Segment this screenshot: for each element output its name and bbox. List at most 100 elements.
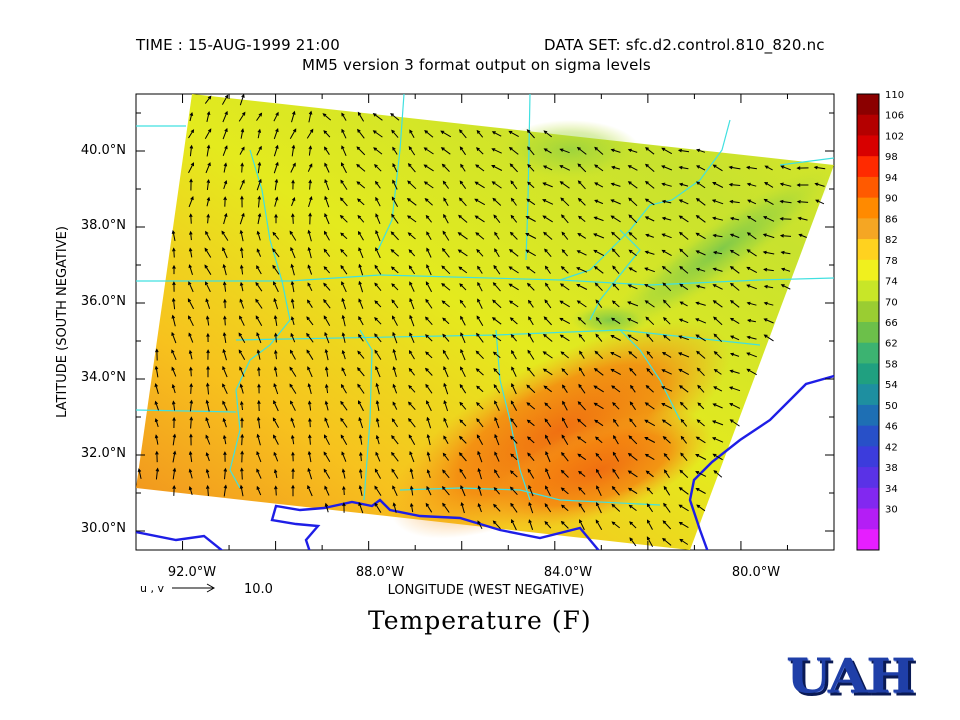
wind-vector xyxy=(696,165,706,171)
wind-vector xyxy=(376,435,380,445)
wind-vector xyxy=(206,180,210,190)
wind-vector-head xyxy=(493,214,498,219)
wind-vector xyxy=(478,468,482,480)
wind-vector xyxy=(408,232,416,240)
wind-vector xyxy=(611,183,621,187)
wind-vector-head xyxy=(457,232,462,236)
wind-vector xyxy=(662,183,672,187)
wind-vector-head xyxy=(477,485,482,490)
wind-vector-head xyxy=(695,284,700,289)
wind-vector xyxy=(645,267,655,273)
wind-vector-head xyxy=(341,332,346,337)
wind-vector-head xyxy=(223,484,228,489)
wind-vector-head xyxy=(273,468,278,474)
wind-vector-head xyxy=(256,332,260,337)
wind-vector-head xyxy=(562,384,566,389)
wind-vector xyxy=(459,181,467,189)
colorbar-level-label: 106 xyxy=(885,111,904,122)
wind-vector-head xyxy=(206,349,210,354)
wind-vector-head xyxy=(409,314,413,319)
wind-vector-head xyxy=(257,383,261,388)
wind-vector-head xyxy=(561,368,566,372)
wind-vector-head xyxy=(712,267,717,272)
wind-vector xyxy=(459,384,467,394)
wind-vector xyxy=(390,113,400,121)
wind-vector-head xyxy=(222,365,226,370)
wind-vector-head xyxy=(728,182,733,187)
wind-vector xyxy=(205,281,211,293)
wind-vector-head xyxy=(391,129,395,134)
wind-vector-head xyxy=(275,161,279,166)
wind-vector-head xyxy=(544,265,549,270)
wind-vector xyxy=(510,400,518,412)
wind-vector xyxy=(189,265,193,275)
wind-vector xyxy=(747,215,757,223)
wind-vector-head xyxy=(256,416,261,421)
wind-vector xyxy=(340,401,348,411)
wind-vector-head xyxy=(307,467,311,472)
wind-vector-head xyxy=(762,216,768,220)
wind-vector-head xyxy=(374,300,379,305)
y-tick-label-36: 36.0°N xyxy=(81,294,126,309)
wind-vector-head xyxy=(678,368,683,373)
wind-vector xyxy=(511,367,517,377)
wind-vector xyxy=(325,349,329,361)
wind-vector xyxy=(714,369,722,375)
wind-vector xyxy=(273,298,279,310)
wind-vector-head xyxy=(662,436,667,440)
wind-vector-head xyxy=(391,283,395,287)
wind-vector xyxy=(527,419,535,427)
wind-vector-head xyxy=(644,198,649,203)
wind-vector xyxy=(646,503,654,513)
wind-vector-head xyxy=(239,264,244,269)
wind-vector-head xyxy=(695,215,700,219)
colorbar-swatch xyxy=(857,259,879,282)
wind-vector-head xyxy=(441,247,446,252)
wind-vector xyxy=(526,384,536,394)
wind-vector xyxy=(781,284,791,290)
wind-vector-head xyxy=(593,216,598,220)
wind-vector-head xyxy=(424,198,429,202)
wind-vector-head xyxy=(391,435,395,439)
wind-vector xyxy=(223,418,227,428)
wind-vector xyxy=(391,299,399,309)
wind-vector-head xyxy=(780,284,785,288)
wind-vector-head xyxy=(256,468,260,473)
wind-vector xyxy=(443,214,449,224)
wind-vector xyxy=(695,471,707,477)
wind-vector-head xyxy=(559,165,564,169)
wind-vector-head xyxy=(373,147,378,151)
wind-vector-head xyxy=(407,232,412,236)
wind-vector xyxy=(645,216,655,222)
wind-vector-head xyxy=(510,333,515,338)
wind-vector xyxy=(561,452,569,462)
wind-vector-head xyxy=(189,178,193,183)
wind-vector-head xyxy=(494,433,498,438)
wind-vector-head xyxy=(341,349,346,354)
wind-vector xyxy=(628,334,638,342)
wind-vector-head xyxy=(460,163,464,168)
wind-vector xyxy=(376,383,380,395)
wind-vector xyxy=(679,318,689,324)
wind-vector xyxy=(459,402,467,410)
wind-vector xyxy=(357,384,365,394)
wind-vector-head xyxy=(493,503,497,508)
wind-vector xyxy=(477,299,483,309)
wind-vector xyxy=(628,435,638,445)
wind-vector xyxy=(241,468,243,480)
wind-vector-head xyxy=(508,249,513,253)
wind-vector xyxy=(443,418,449,428)
wind-vector-head xyxy=(660,386,666,390)
wind-vector xyxy=(323,283,331,291)
wind-vector xyxy=(442,334,450,342)
wind-vector-head xyxy=(576,267,581,271)
wind-vector xyxy=(561,435,569,445)
wind-vector xyxy=(409,130,415,138)
wind-vector xyxy=(359,435,363,445)
wind-vector xyxy=(493,504,501,512)
wind-vector xyxy=(204,96,212,104)
wind-vector-head xyxy=(796,183,801,187)
wind-vector-head xyxy=(256,248,261,253)
wind-vector-head xyxy=(779,234,784,238)
wind-vector-head xyxy=(205,382,210,387)
